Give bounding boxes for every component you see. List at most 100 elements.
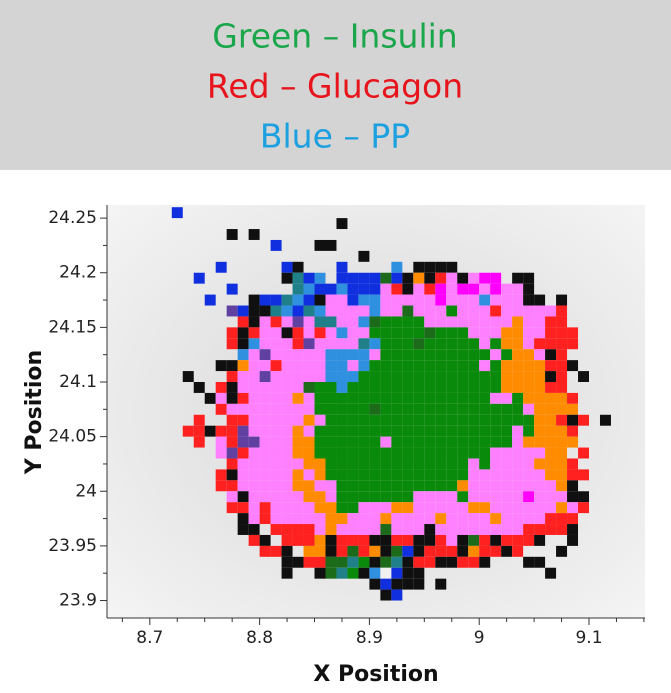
cell [501,338,513,350]
cell [336,349,348,361]
cell [512,469,524,481]
cell [479,349,491,361]
cell [226,283,238,295]
cell [556,447,568,459]
cell [358,524,370,535]
cell [457,447,469,459]
cell [347,425,359,437]
cell [391,294,403,306]
cell [303,436,315,448]
cell [259,458,271,470]
cell [578,414,590,426]
cell [556,371,568,382]
cell [303,545,315,557]
cell [391,272,403,284]
cell [567,338,579,350]
cell [281,545,293,557]
cell [457,425,469,437]
cell [237,513,249,525]
cell [534,338,546,350]
cell [567,480,579,492]
cell [270,239,282,251]
cell [336,305,348,317]
cell [424,403,436,415]
cell [369,403,381,415]
cell [490,338,502,350]
cell [490,371,502,382]
cell [380,436,392,448]
cell [303,392,315,404]
cell [391,392,403,404]
cell [479,360,491,372]
cell [358,272,370,284]
cell [490,316,502,328]
cell [369,392,381,404]
cell [468,272,480,284]
cell [490,545,502,557]
cell [512,524,524,535]
cell [292,534,304,546]
cell [237,327,249,339]
cell [380,382,392,393]
cell [358,305,370,317]
cell [391,349,403,361]
cell [435,283,447,295]
cell [270,371,282,382]
title-line: Green – Insulin [212,17,457,56]
cell [314,316,326,328]
cell [468,524,480,535]
cell [534,382,546,393]
cell [303,469,315,481]
cell [259,436,271,448]
cell [556,469,568,481]
cell [545,403,557,415]
cell [413,294,425,306]
cell [446,436,458,448]
cell [347,545,359,557]
cell [534,349,546,361]
cell [358,283,370,295]
cell [358,491,370,503]
cell [567,414,579,426]
cell [512,425,524,437]
cell [248,294,260,306]
cell [380,589,392,601]
cell [479,382,491,393]
cell [281,338,293,350]
cell [369,545,381,557]
cell [435,382,447,393]
cell [314,513,326,525]
cell [468,360,480,372]
cell [369,425,381,437]
cell [391,403,403,415]
cell [281,261,293,273]
cell [314,458,326,470]
cell [270,403,282,415]
cell [457,272,469,284]
cell [567,458,579,470]
cell [435,480,447,492]
cell [413,403,425,415]
cell [336,283,348,295]
cell [501,469,513,481]
cell [380,567,392,579]
cell [259,469,271,481]
cell [391,524,403,535]
cell [259,294,271,306]
cell [336,272,348,284]
cell [457,556,469,568]
cell [281,534,293,546]
cell [281,272,293,284]
cell [512,294,524,306]
cell [534,371,546,382]
cell [215,436,227,448]
cell [501,349,513,361]
cell [303,305,315,317]
cell [413,578,425,590]
cell [424,392,436,404]
cell [534,425,546,437]
cell [512,534,524,546]
cell [237,447,249,459]
cell [347,360,359,372]
cell [248,403,260,415]
